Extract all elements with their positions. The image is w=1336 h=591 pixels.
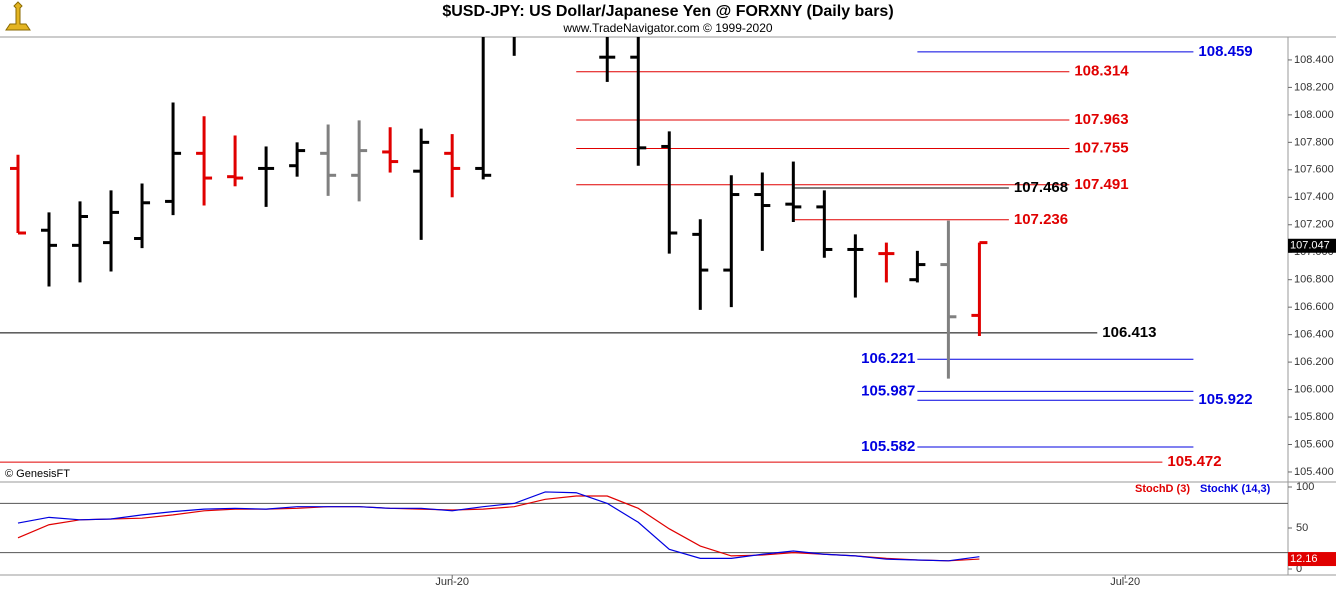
y-tick-label: 108.400 [1294,54,1334,66]
y-tick-label: 50 [1296,522,1308,534]
last-value-label: 107.047 [1290,240,1330,252]
last-value-label: 12.16 [1290,553,1318,565]
level-label: 105.582 [861,438,915,455]
level-label: 108.459 [1198,43,1252,60]
stoch-panel [0,491,1288,562]
chart-title: $USD-JPY: US Dollar/Japanese Yen @ FORXN… [442,3,893,20]
logo [5,1,31,31]
y-tick-label: 106.400 [1294,329,1334,341]
y-tick-label: 105.600 [1294,438,1334,450]
level-label: 107.236 [1014,211,1068,228]
price-panel [0,37,1194,463]
y-tick-label: 106.600 [1294,301,1334,313]
y-tick-label: 106.000 [1294,383,1334,395]
level-label: 106.221 [861,350,915,367]
y-tick-label: 0 [1296,563,1302,575]
level-label: 108.314 [1074,63,1129,80]
level-label: 105.922 [1198,391,1252,408]
y-tick-label: 108.000 [1294,109,1334,121]
y-tick-label: 106.800 [1294,274,1334,286]
y-tick-label: 107.200 [1294,219,1334,231]
level-label: 106.413 [1102,324,1156,341]
chart-subtitle: www.TradeNavigator.com © 1999-2020 [562,21,772,35]
y-tick-label: 107.400 [1294,191,1334,203]
stoch-line [17,495,980,562]
last-value-box [1288,552,1336,567]
legend-entry: StochK (14,3) [1200,483,1271,495]
level-label: 107.491 [1074,176,1128,193]
overlay: 105.400 105.600 105.800 106.000 106.200 106.4… [435,43,1336,588]
x-tick-label: Jul-20 [1110,576,1140,588]
level-label: 107.755 [1074,139,1128,156]
y-tick-label: 108.200 [1294,81,1334,93]
level-label: 107.963 [1074,111,1128,128]
x-tick-label: Jun-20 [435,576,469,588]
source-note: © GenesisFT [5,468,70,480]
legend-entry: StochD (3) [1135,483,1190,495]
y-tick-label: 106.200 [1294,356,1334,368]
level-label: 105.472 [1167,453,1221,470]
level-label: 107.468 [1014,179,1068,196]
y-tick-label: 107.600 [1294,164,1334,176]
header [0,0,1336,37]
y-tick-label: 105.800 [1294,411,1334,423]
y-tick-label: 100 [1296,481,1314,493]
last-value-box [1288,238,1336,253]
y-tick-label: 105.400 [1294,466,1334,478]
level-label: 105.987 [861,382,915,399]
stoch-line [17,491,980,562]
y-tick-label: 107.800 [1294,136,1334,148]
